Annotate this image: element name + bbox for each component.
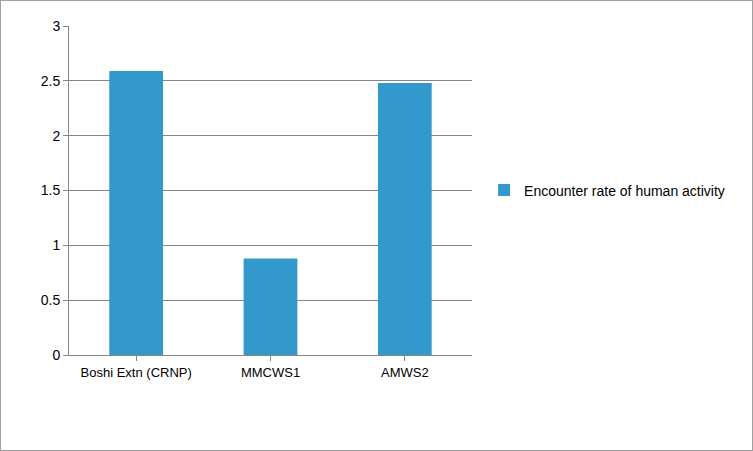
svg-text:2: 2 [52, 128, 60, 144]
svg-text:0.5: 0.5 [41, 292, 61, 308]
svg-text:Encounter rate of human activi: Encounter rate of human activity [524, 183, 725, 199]
svg-text:1: 1 [52, 237, 60, 253]
svg-text:MMCWS1: MMCWS1 [241, 365, 300, 380]
svg-text:0: 0 [52, 347, 60, 363]
svg-text:Boshi Extn (CRNP): Boshi Extn (CRNP) [81, 365, 192, 380]
svg-text:AMWS2: AMWS2 [381, 365, 429, 380]
svg-text:2.5: 2.5 [41, 73, 61, 89]
svg-text:3: 3 [52, 18, 60, 34]
svg-text:1.5: 1.5 [41, 182, 61, 198]
